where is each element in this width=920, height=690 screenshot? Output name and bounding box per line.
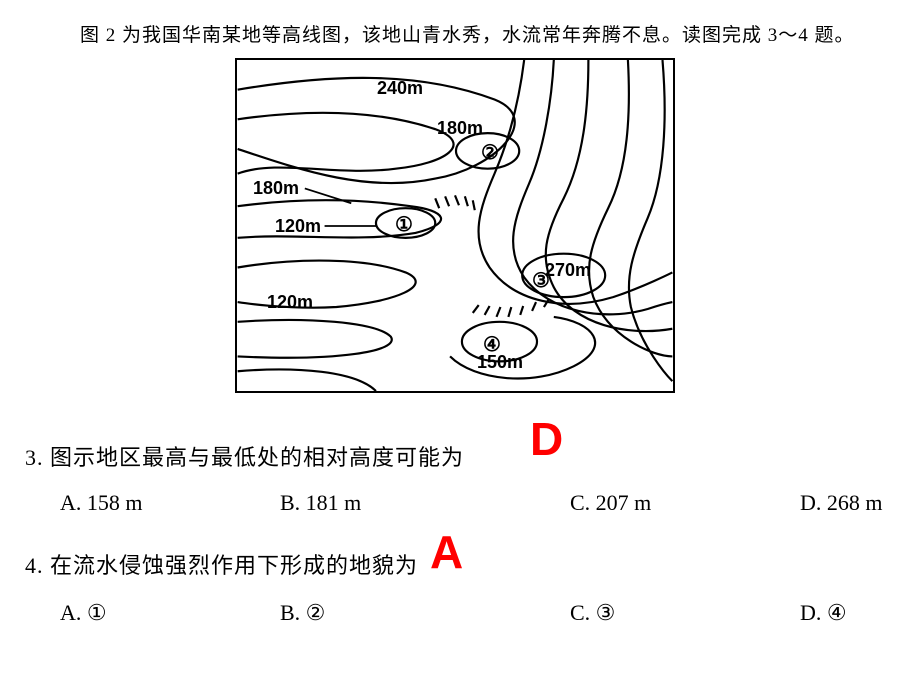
question-3-text: 3. 图示地区最高与最低处的相对高度可能为	[25, 440, 464, 472]
point-3: ③	[532, 268, 550, 293]
figure-caption: 图 2 为我国华南某地等高线图，该地山青水秀，水流常年奔腾不息。读图完成 3～4…	[80, 20, 855, 47]
q4-choice-a: A. ①	[60, 600, 280, 626]
label-240m: 240m	[377, 78, 423, 99]
q3-choice-d: D. 268 m	[800, 490, 920, 516]
answer-3: D	[530, 412, 563, 466]
label-120m-a: 120m	[275, 216, 321, 237]
q3-choice-c: C. 207 m	[570, 490, 800, 516]
q3-choice-b: B. 181 m	[280, 490, 570, 516]
q3-choice-a: A. 158 m	[60, 490, 280, 516]
q4-choice-d: D. ④	[800, 600, 920, 626]
point-4: ④	[483, 332, 501, 357]
point-1: ①	[395, 212, 413, 237]
label-120m-b: 120m	[267, 292, 313, 313]
q4-choice-b: B. ②	[280, 600, 570, 626]
contour-map: 240m 180m 180m 120m 120m 270m 150m ① ② ③…	[235, 58, 675, 393]
label-180m-b: 180m	[253, 178, 299, 199]
label-270m: 270m	[545, 260, 591, 281]
label-180m-a: 180m	[437, 118, 483, 139]
question-4-choices: A. ① B. ② C. ③ D. ④	[60, 600, 900, 626]
question-3-choices: A. 158 m B. 181 m C. 207 m D. 268 m	[60, 490, 900, 516]
q4-choice-c: C. ③	[570, 600, 800, 626]
point-2: ②	[481, 140, 499, 165]
question-4-text: 4. 在流水侵蚀强烈作用下形成的地貌为	[25, 548, 418, 580]
answer-4: A	[430, 525, 463, 579]
